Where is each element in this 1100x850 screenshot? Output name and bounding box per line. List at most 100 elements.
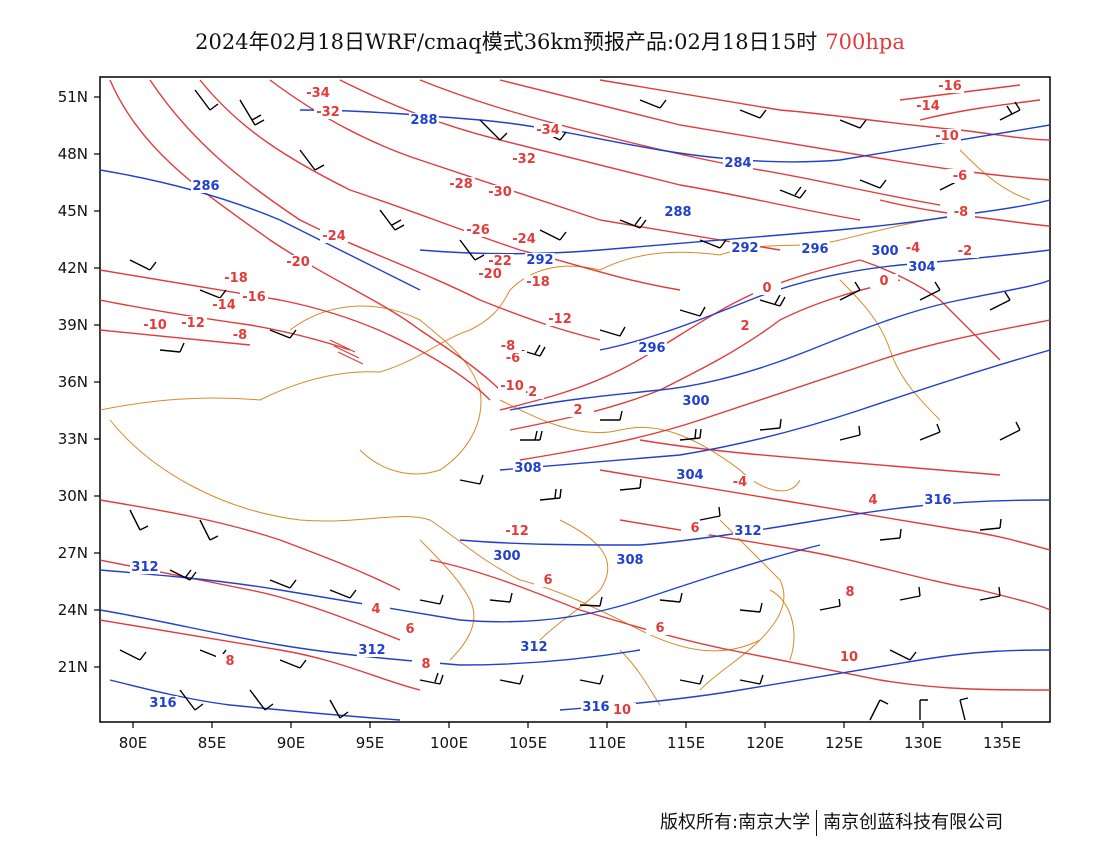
temperature-label-bg — [503, 524, 531, 538]
height-label-bg — [513, 461, 543, 475]
temperature-label-bg — [951, 244, 979, 258]
temperature-labels: -34-32-34-32-28-30-26-24-24-22-20-20-18-… — [141, 79, 979, 718]
temperature-label: 6 — [690, 521, 699, 536]
temperature-label-bg — [320, 229, 348, 243]
height-label-bg — [615, 553, 645, 567]
temperature-label: -8 — [954, 205, 968, 220]
temperature-label: 6 — [543, 573, 552, 588]
temperature-label-bg — [726, 475, 754, 489]
temperature-label: 0 — [762, 281, 771, 296]
height-label: 308 — [514, 461, 541, 476]
height-label: 312 — [131, 560, 158, 575]
temperature-label: 8 — [845, 585, 854, 600]
height-label: 316 — [924, 493, 951, 508]
temperature-label: -18 — [224, 271, 248, 286]
height-label-bg — [800, 242, 830, 256]
temperature-label: -14 — [212, 298, 236, 313]
height-label-bg — [492, 549, 522, 563]
temperature-label-bg — [870, 274, 898, 288]
chart-title: 2024年02月18日WRF/cmaq模式36km预报产品:02月18日15时 7… — [0, 26, 1100, 56]
height-label: 316 — [149, 696, 176, 711]
temperature-label: -20 — [286, 255, 310, 270]
temperature-label: -2 — [958, 244, 972, 259]
temperature-label: -32 — [512, 152, 536, 167]
height-label-bg — [663, 205, 693, 219]
lon-tick-label: 130E — [904, 734, 942, 752]
temperature-label-bg — [494, 339, 522, 353]
temperature-label-bg — [447, 177, 475, 191]
temperature-label: -12 — [548, 312, 572, 327]
height-label-bg — [733, 524, 763, 538]
temperature-label-bg — [362, 602, 390, 616]
temperature-label: -12 — [181, 316, 205, 331]
title-main: 2024年02月18日WRF/cmaq模式36km预报产品:02月18日15时 — [195, 30, 818, 54]
lat-tick-label: 39N — [58, 316, 88, 334]
height-label: 300 — [682, 394, 709, 409]
lat-tick-label: 45N — [58, 202, 88, 220]
temperature-label: -10 — [143, 318, 167, 333]
height-label: 312 — [734, 524, 761, 539]
height-label: 304 — [676, 468, 703, 483]
height-label: 304 — [908, 260, 935, 275]
lat-tick-label: 21N — [58, 658, 88, 676]
temperature-label-bg — [946, 169, 974, 183]
temperature-label-bg — [646, 621, 674, 635]
temperature-label: -14 — [916, 99, 940, 114]
temperature-label-bg — [464, 223, 492, 237]
height-label-bg — [730, 241, 760, 255]
lat-tick-label: 36N — [58, 373, 88, 391]
temperature-label-bg — [608, 703, 636, 717]
temperature-label: -8 — [501, 339, 515, 354]
temperature-label-bg — [476, 267, 504, 281]
temperature-label-bg — [412, 657, 440, 671]
lon-tick-label: 105E — [509, 734, 547, 752]
title-pressure-level: 700hpa — [825, 30, 905, 54]
height-label-bg — [581, 700, 611, 714]
temperature-label-bg — [947, 205, 975, 219]
lat-tick-label: 27N — [58, 544, 88, 562]
temperature-label: -30 — [488, 185, 512, 200]
lat-tick-label: 24N — [58, 601, 88, 619]
lon-tick-label: 85E — [198, 734, 227, 752]
temperature-label: -34 — [536, 123, 560, 138]
temperature-label: -20 — [478, 267, 502, 282]
height-label: 300 — [871, 244, 898, 259]
temperature-label-bg — [314, 105, 342, 119]
temperature-label-bg — [210, 298, 238, 312]
temperature-label-bg — [836, 585, 864, 599]
temperature-label-bg — [933, 129, 961, 143]
height-label-bg — [525, 253, 555, 267]
height-label: 316 — [582, 700, 609, 715]
temperature-label-bg — [304, 86, 332, 100]
temperature-label-bg — [486, 254, 514, 268]
height-label-bg — [681, 394, 711, 408]
temperature-label: -22 — [488, 254, 512, 269]
height-label: 312 — [358, 643, 385, 658]
height-label: 288 — [664, 205, 691, 220]
height-label-bg — [907, 260, 937, 274]
temperature-label-bg — [546, 312, 574, 326]
temperature-label-bg — [498, 379, 526, 393]
temperature-label: 8 — [225, 654, 234, 669]
temperature-label: -16 — [242, 290, 266, 305]
temperature-label-bg — [681, 521, 709, 535]
temperature-label-bg — [534, 573, 562, 587]
temperature-label-bg — [226, 328, 254, 342]
temperature-label: 4 — [371, 602, 380, 617]
temperature-label: 0 — [879, 274, 888, 289]
lon-tick-label: 115E — [667, 734, 705, 752]
temperature-label: -26 — [466, 223, 490, 238]
temperature-label: -8 — [233, 328, 247, 343]
temperature-label: -34 — [306, 86, 330, 101]
height-label-bg — [409, 113, 439, 127]
temperature-label: 2 — [573, 403, 582, 418]
temperature-label-bg — [240, 290, 268, 304]
temperature-label: 8 — [421, 657, 430, 672]
temperature-label-bg — [534, 123, 562, 137]
temperature-label-bg — [396, 622, 424, 636]
temperature-label: 2 — [740, 319, 749, 334]
temperature-label: -4 — [733, 475, 747, 490]
height-label: 312 — [520, 640, 547, 655]
height-label: 300 — [493, 549, 520, 564]
